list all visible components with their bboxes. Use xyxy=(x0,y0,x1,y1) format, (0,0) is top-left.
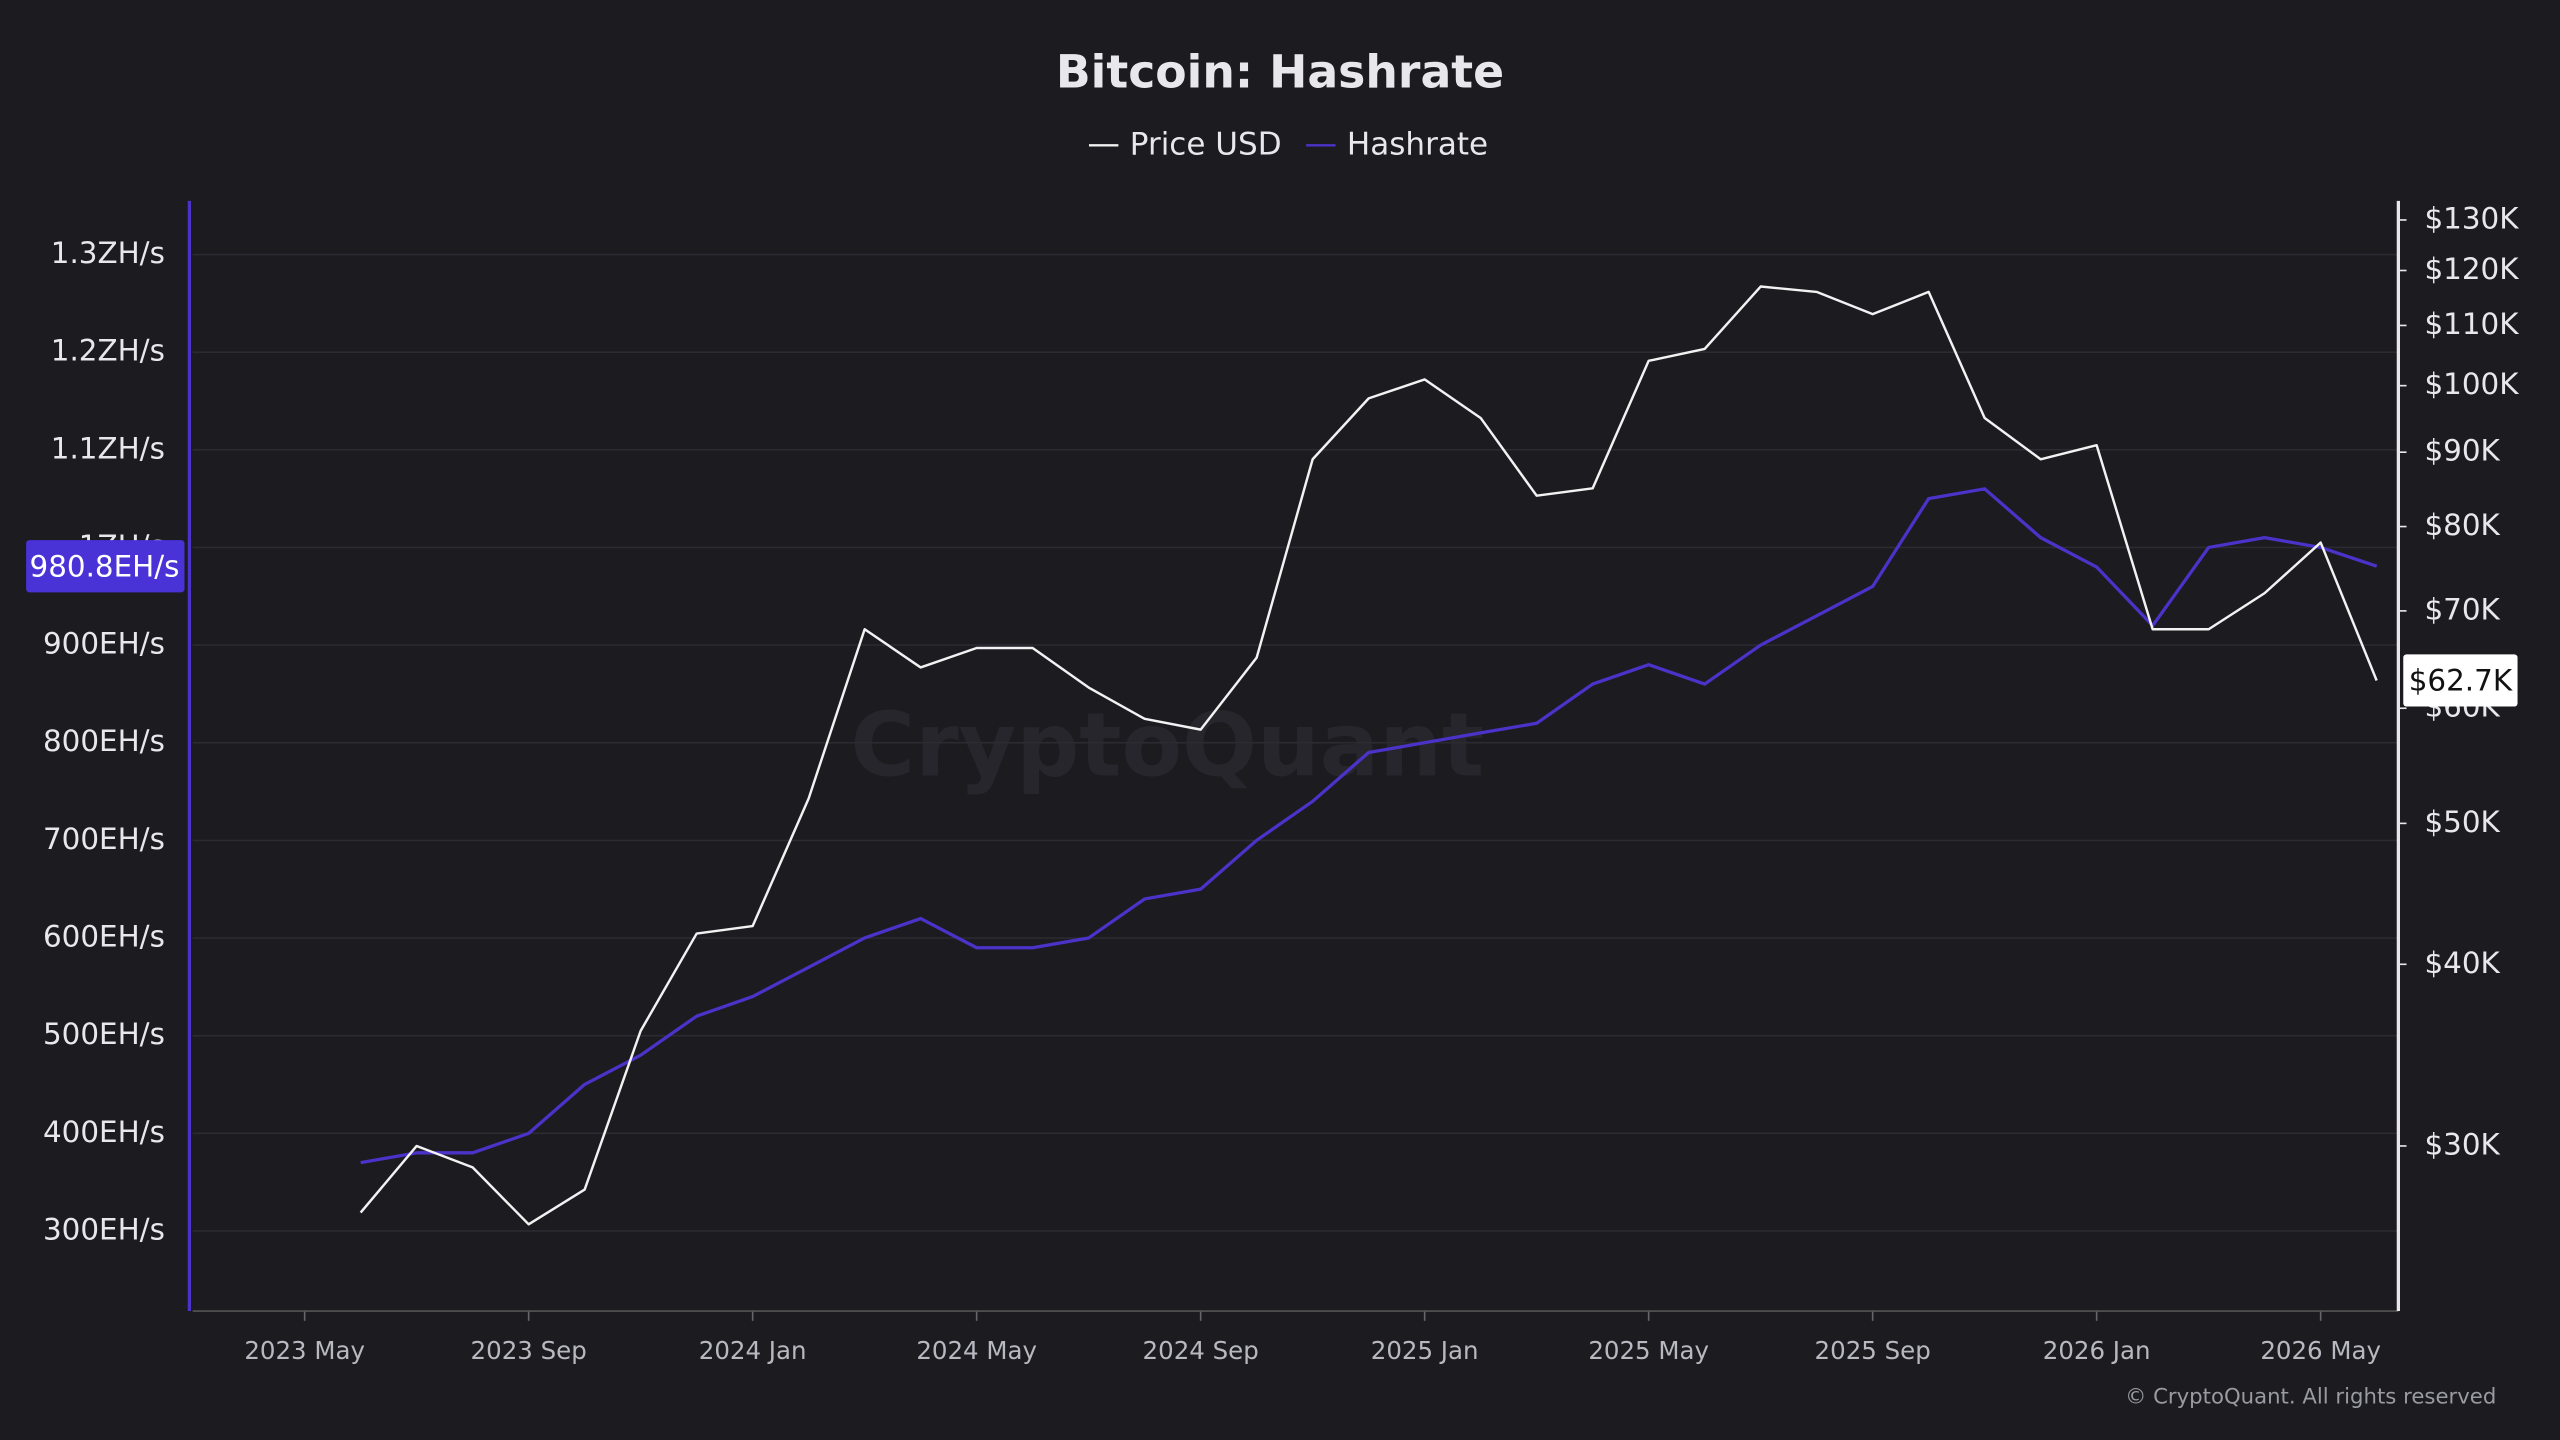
y2-tick-label: $100K xyxy=(2424,367,2519,401)
current-value-label: $62.7K xyxy=(2409,664,2513,698)
y-tick-label: 400EH/s xyxy=(43,1115,165,1149)
footer: © CryptoQuant. All rights reserved xyxy=(2125,1385,2496,1410)
current-value-label: 980.8EH/s xyxy=(30,549,180,583)
y-tick-label: 800EH/s xyxy=(43,724,165,758)
y2-tick-label: $50K xyxy=(2424,805,2500,839)
y2-tick-label: $70K xyxy=(2424,592,2500,626)
y2-tick-label: $110K xyxy=(2424,307,2519,341)
x-tick-label: 2026 Jan xyxy=(2043,1336,2151,1365)
y-tick-label: 500EH/s xyxy=(43,1017,165,1051)
y2-tick-label: $120K xyxy=(2424,252,2519,286)
y-tick-label: 1.3ZH/s xyxy=(51,236,165,270)
y-tick-label: 600EH/s xyxy=(43,920,165,954)
y-tick-label: 1.1ZH/s xyxy=(51,431,165,465)
y-tick-label: 1.2ZH/s xyxy=(51,334,165,368)
current-value-box xyxy=(26,540,185,593)
x-tick-label: 2025 Jan xyxy=(1371,1336,1479,1365)
y2-tick-label: $30K xyxy=(2424,1127,2500,1161)
x-tick-label: 2024 Jan xyxy=(699,1336,807,1365)
watermark: CryptoQuant xyxy=(851,693,1485,796)
series-line xyxy=(360,487,2378,1165)
chart-title: Bitcoin: Hashrate xyxy=(1056,46,1504,99)
y2-tick-label: $130K xyxy=(2424,201,2519,235)
x-tick-label: 2025 Sep xyxy=(1815,1336,1931,1365)
series-line xyxy=(359,285,2378,1226)
x-tick-label: 2023 Sep xyxy=(471,1336,587,1365)
x-tick-label: 2024 Sep xyxy=(1143,1336,1259,1365)
x-tick-label: 2025 May xyxy=(1588,1336,1709,1365)
y2-tick-label: $80K xyxy=(2424,508,2500,542)
y2-tick-label: $90K xyxy=(2424,434,2500,468)
current-value-box xyxy=(2403,654,2518,707)
y-tick-label: 300EH/s xyxy=(43,1212,165,1246)
y2-tick-label: $40K xyxy=(2424,946,2500,980)
x-tick-label: 2026 May xyxy=(2260,1336,2381,1365)
legend-label: Price USD xyxy=(1130,126,1282,162)
x-tick-label: 2023 May xyxy=(244,1336,365,1365)
y-tick-label: 900EH/s xyxy=(43,627,165,661)
legend-label: Hashrate xyxy=(1347,126,1488,162)
y-tick-label: 700EH/s xyxy=(43,822,165,856)
x-tick-label: 2024 May xyxy=(916,1336,1037,1365)
